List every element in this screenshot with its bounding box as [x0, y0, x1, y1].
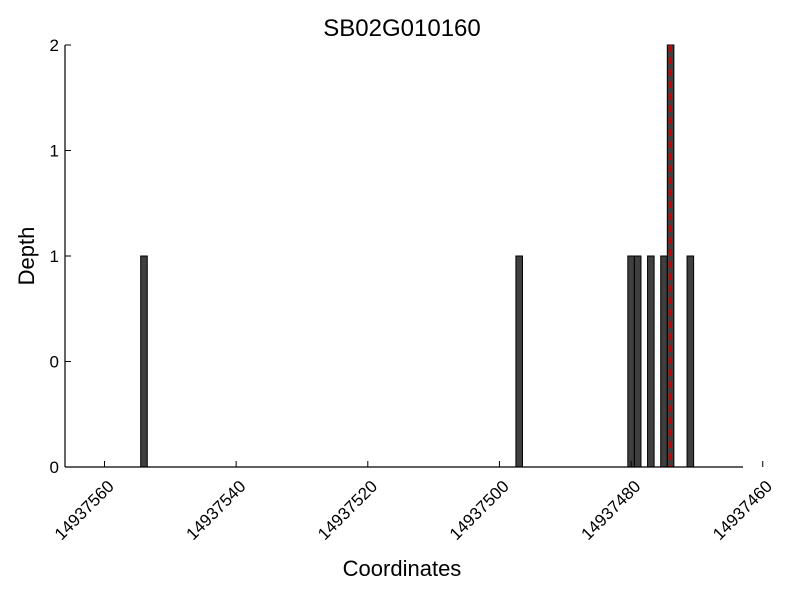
y-axis-label: Depth	[14, 227, 39, 286]
bar-0	[140, 255, 148, 468]
x-ticks: 14937560 14937540 14937520 14937500 14937480…	[51, 461, 776, 544]
y-tick-label-0: 0	[50, 458, 59, 477]
x-tick-label-3: 14937500	[446, 477, 513, 544]
bar-1	[515, 255, 523, 468]
x-tick-label-0: 14937560	[51, 477, 118, 544]
y-tick-label-4: 2	[50, 36, 59, 55]
x-tick-label-4: 14937480	[577, 477, 644, 544]
x-tick-label-2: 14937520	[314, 477, 381, 544]
y-tick-label-3: 1	[50, 142, 59, 161]
x-tick-label-1: 14937540	[183, 477, 250, 544]
bars-group	[140, 44, 695, 468]
bar-4	[647, 255, 655, 468]
y-ticks: 0 0 1 1 2	[50, 36, 71, 477]
bar-7	[686, 255, 695, 468]
y-tick-label-1: 0	[50, 353, 59, 372]
x-axis-label: Coordinates	[343, 556, 462, 581]
bar-2	[627, 255, 635, 468]
chart-title: SB02G010160	[323, 15, 480, 42]
y-tick-label-2: 1	[50, 247, 59, 266]
x-tick-label-5: 14937460	[709, 477, 776, 544]
bar-3	[633, 255, 642, 468]
bar-5	[660, 255, 668, 468]
